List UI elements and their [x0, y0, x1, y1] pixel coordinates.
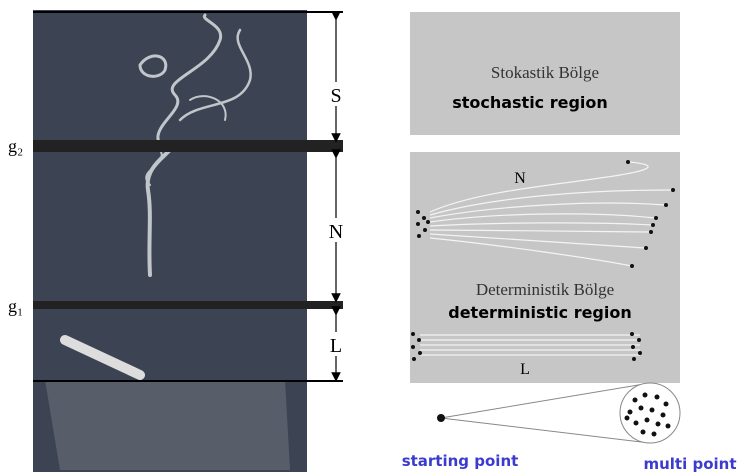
legend-label: starting point [402, 452, 519, 470]
zone-label: L [330, 335, 342, 357]
zone-label: S [330, 85, 341, 107]
zone-label: N [514, 170, 526, 187]
gauge-g1 [33, 301, 343, 309]
zone-label: N [329, 221, 343, 243]
region-label-en: stochastic region [452, 93, 608, 112]
debris [45, 380, 290, 470]
gauge-g2 [33, 140, 343, 152]
spread-cone [437, 383, 680, 443]
region-label-tr: Stokastik Bölge [491, 63, 599, 82]
region-label-tr: Deterministik Bölge [476, 280, 614, 299]
figure: g₂ g₁ S N L Stokastik Bölge stochastic r… [0, 0, 749, 475]
deterministic-box [410, 152, 680, 383]
legend-label: multi point [643, 455, 736, 473]
zone-label: L [520, 361, 530, 378]
gauge-label: g₁ [8, 296, 23, 316]
region-label-en: deterministic region [448, 303, 632, 322]
gauge-label: g₂ [8, 136, 23, 156]
